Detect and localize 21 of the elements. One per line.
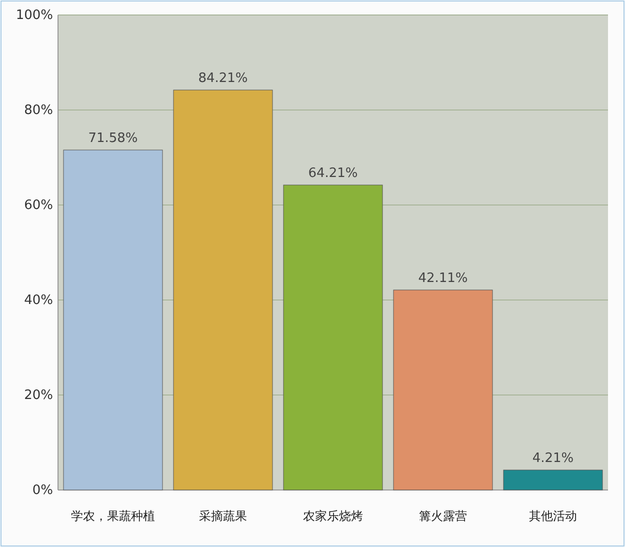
x-tick-label: 农家乐烧烤 [303, 509, 363, 523]
data-label: 64.21% [308, 166, 358, 182]
y-tick-label: 0% [32, 483, 53, 498]
bar [393, 290, 493, 490]
y-tick-label: 60% [24, 198, 53, 213]
bar [63, 150, 163, 490]
data-label: 84.21% [198, 71, 248, 86]
x-tick-label: 学农，果蔬种植 [71, 509, 155, 523]
bar [283, 184, 383, 490]
y-tick-label: 80% [24, 103, 53, 118]
x-tick-label: 篝火露营 [419, 509, 467, 523]
x-tick-label: 采摘蔬果 [199, 509, 247, 523]
data-label: 4.21% [532, 451, 574, 466]
y-tick-label: 20% [24, 388, 53, 403]
data-label: 42.11% [418, 270, 468, 286]
data-label: 71.58% [88, 130, 138, 146]
y-tick-label: 100% [16, 8, 53, 23]
x-tick-label: 其他活动 [529, 509, 577, 523]
y-tick-label: 40% [24, 293, 53, 308]
bar [173, 90, 273, 490]
bar [503, 470, 603, 490]
